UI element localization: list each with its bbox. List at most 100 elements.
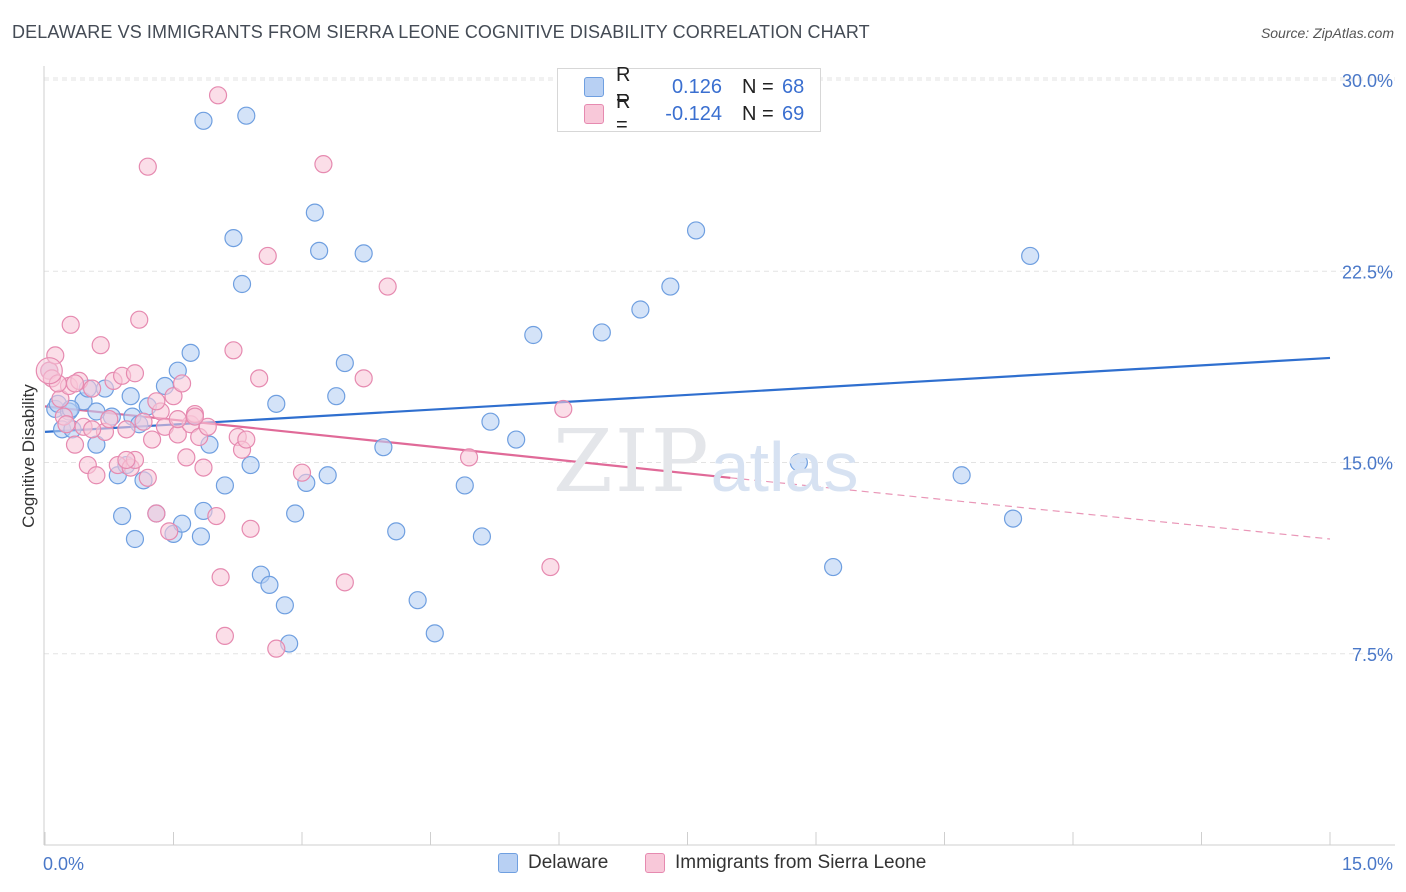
point-sierra-leone — [241, 519, 260, 538]
point-delaware — [455, 476, 474, 495]
point-sierra-leone — [117, 450, 136, 470]
data-points — [35, 86, 1040, 658]
point-sierra-leone — [147, 392, 166, 411]
point-sierra-leone — [198, 417, 217, 436]
point-sierra-leone — [61, 315, 80, 334]
point-delaware — [305, 203, 324, 222]
trend-line-extension — [730, 477, 1331, 540]
point-delaware — [327, 387, 346, 406]
legend-r-label: R = — [616, 64, 631, 109]
chart-title: DELAWARE VS IMMIGRANTS FROM SIERRA LEONE… — [12, 22, 870, 42]
point-sierra-leone — [208, 86, 228, 105]
x-tick-label: 15.0% — [1342, 854, 1393, 874]
point-delaware — [335, 353, 354, 373]
point-sierra-leone — [87, 466, 106, 485]
point-sierra-leone — [117, 420, 136, 439]
point-sierra-leone — [138, 468, 157, 487]
legend-swatch-sierra-leone — [584, 104, 604, 124]
point-delaware — [232, 274, 252, 294]
series-legend-item-sierra-leone[interactable]: Immigrants from Sierra Leone — [645, 852, 926, 874]
point-delaware — [354, 244, 373, 263]
point-delaware — [408, 591, 427, 610]
series-legend-label: Immigrants from Sierra Leone — [675, 852, 927, 873]
legend-n-value: 69 — [782, 102, 805, 125]
point-delaware — [318, 466, 337, 485]
point-sierra-leone — [134, 412, 153, 431]
point-sierra-leone — [554, 399, 573, 419]
point-sierra-leone — [211, 568, 230, 587]
point-delaware — [631, 300, 650, 319]
series-legend-item-delaware[interactable]: Delaware — [498, 852, 608, 874]
point-delaware — [121, 387, 140, 406]
point-sierra-leone — [138, 157, 157, 176]
point-delaware — [481, 412, 500, 431]
y-tick-label: 30.0% — [1342, 71, 1393, 91]
point-delaware — [824, 557, 843, 577]
point-sierra-leone — [215, 626, 234, 646]
point-sierra-leone — [267, 639, 286, 658]
point-delaware — [215, 476, 234, 495]
point-sierra-leone — [207, 506, 226, 526]
trend-line-delaware — [44, 356, 1331, 433]
point-sierra-leone — [314, 155, 333, 174]
point-delaware — [241, 455, 260, 475]
axis-labels: 7.5% 15.0% 22.5% 30.0% 0.0% 15.0% Cognitive Di… — [19, 71, 1393, 874]
point-delaware — [260, 575, 279, 595]
legend-row-sierra-leone: R = -0.124 N = 69 — [584, 91, 805, 136]
legend-r-value: -0.124 — [665, 102, 722, 125]
y-tick-label: 15.0% — [1342, 454, 1393, 474]
point-delaware — [507, 430, 526, 449]
point-delaware — [237, 106, 256, 125]
point-delaware — [112, 506, 132, 526]
point-sierra-leone — [100, 410, 119, 429]
point-delaware — [267, 394, 286, 413]
point-sierra-leone — [258, 246, 277, 266]
point-sierra-leone — [91, 336, 110, 355]
point-delaware — [686, 221, 706, 240]
watermark-zip: ZIP — [553, 412, 711, 512]
legend-n-value: 68 — [782, 75, 805, 98]
watermark-atlas: atlas — [710, 428, 859, 506]
point-sierra-leone — [250, 369, 269, 388]
point-sierra-leone — [292, 463, 312, 482]
legend-r-value: 0.126 — [671, 75, 722, 98]
y-tick-label: 7.5% — [1352, 645, 1393, 665]
point-cluster — [35, 357, 63, 385]
series-legend-swatch — [498, 853, 518, 873]
point-delaware — [181, 343, 200, 362]
legend-r-label: R = — [616, 91, 631, 136]
point-delaware — [472, 527, 491, 546]
y-tick-label: 22.5% — [1342, 262, 1393, 282]
x-tick-label: 0.0% — [43, 854, 84, 874]
point-sierra-leone — [194, 458, 213, 477]
point-delaware — [425, 624, 444, 643]
point-delaware — [224, 229, 243, 248]
series-legend: Delaware Immigrants from Sierra Leone — [0, 852, 1406, 878]
point-delaware — [286, 504, 305, 523]
point-delaware — [1021, 246, 1040, 266]
point-delaware — [387, 522, 406, 541]
point-sierra-leone — [57, 415, 76, 434]
point-delaware — [374, 438, 393, 457]
point-delaware — [125, 529, 145, 549]
series-legend-swatch — [645, 853, 665, 873]
source-label: Source: ZipAtlas.com — [1260, 25, 1394, 41]
point-sierra-leone — [177, 448, 196, 467]
point-sierra-leone — [378, 277, 397, 296]
point-sierra-leone — [168, 410, 187, 429]
point-sierra-leone — [160, 522, 179, 541]
point-sierra-leone — [335, 573, 354, 592]
series-legend-label: Delaware — [528, 852, 609, 873]
point-delaware — [191, 527, 211, 546]
point-sierra-leone — [65, 435, 85, 454]
point-sierra-leone — [224, 341, 243, 360]
point-sierra-leone — [130, 310, 149, 329]
point-sierra-leone — [541, 557, 560, 577]
point-sierra-leone — [65, 374, 85, 393]
point-sierra-leone — [83, 379, 102, 398]
point-sierra-leone — [172, 374, 192, 393]
point-sierra-leone — [354, 369, 373, 388]
point-delaware — [275, 596, 294, 615]
point-delaware — [789, 453, 808, 472]
point-sierra-leone — [142, 430, 162, 449]
